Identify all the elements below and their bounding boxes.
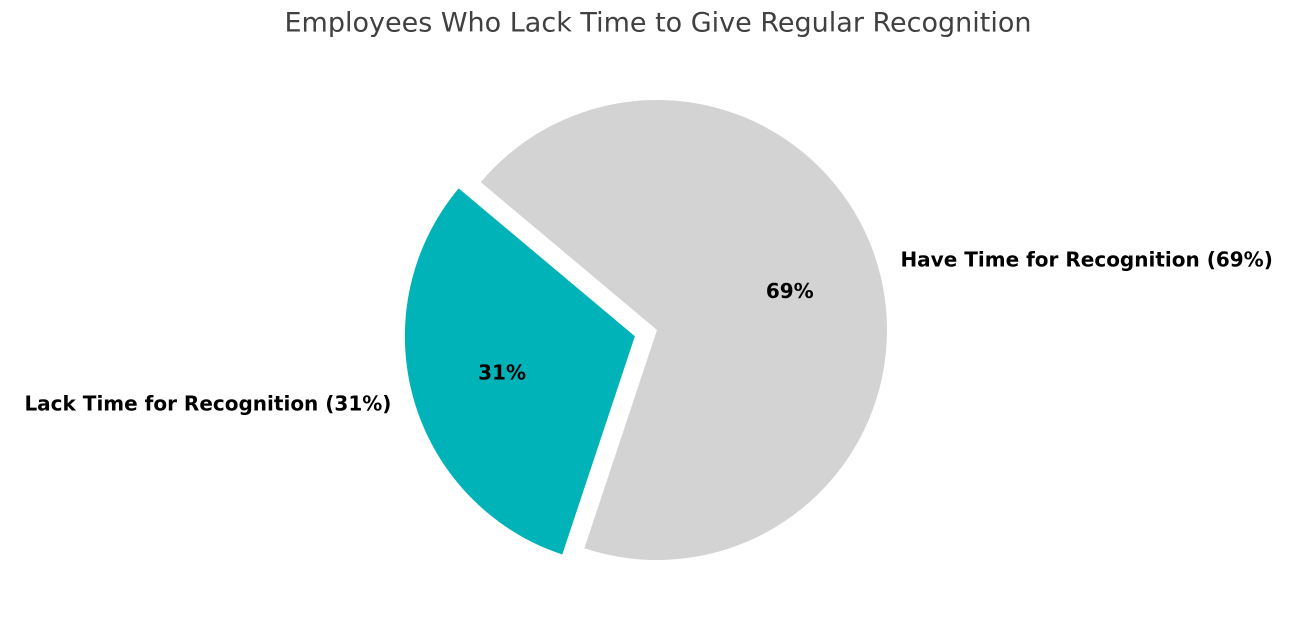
value-label: 69%	[766, 279, 814, 303]
pie-slice	[480, 99, 887, 560]
slice-label: Have Time for Recognition (69%)	[900, 248, 1272, 272]
chart-title: Employees Who Lack Time to Give Regular …	[284, 8, 1031, 39]
slice-label: Lack Time for Recognition (31%)	[24, 392, 391, 416]
pie-slice	[404, 188, 635, 555]
value-label: 31%	[478, 360, 526, 384]
